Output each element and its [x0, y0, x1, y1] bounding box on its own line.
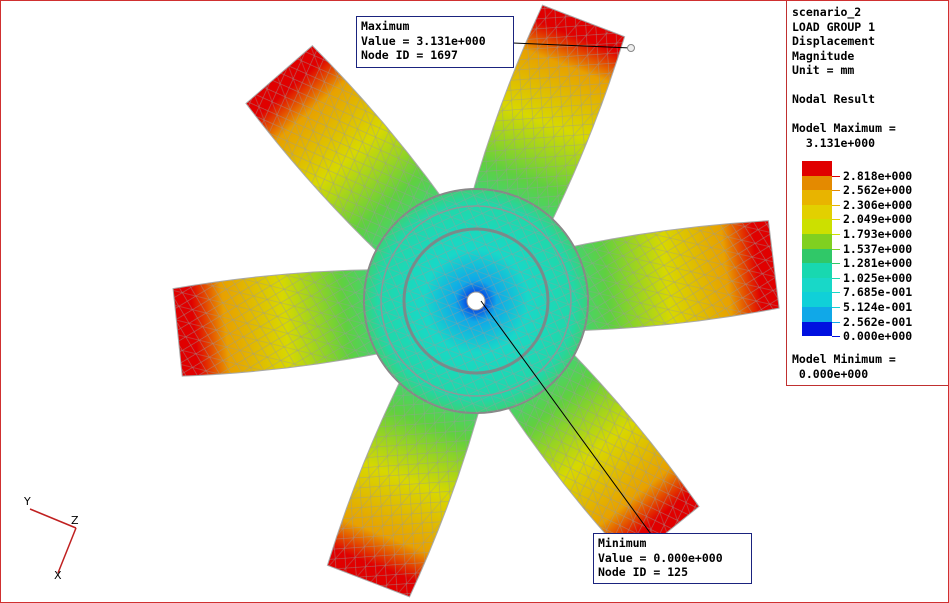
legend-line: scenario_2: [792, 5, 862, 19]
minimum-title: Minimum: [598, 536, 647, 550]
scale-label: 2.562e-001: [843, 314, 913, 329]
legend-line: Displacement: [792, 34, 876, 48]
color-band: [802, 190, 832, 205]
maximum-callout: Maximum Value = 3.131e+000 Node ID = 169…: [356, 16, 514, 68]
scale-tick: [832, 219, 840, 221]
model-minimum-value: 0.000e+000: [792, 367, 869, 381]
axis-x-label: X: [54, 569, 62, 582]
color-band: [802, 175, 832, 191]
scale-label: 1.025e+000: [843, 270, 913, 285]
color-band: [802, 219, 832, 234]
scale-tick: [832, 190, 840, 192]
minimum-callout: Minimum Value = 0.000e+000 Node ID = 125: [593, 533, 752, 584]
legend-line: [792, 78, 948, 93]
scale-label: 2.818e+000: [843, 168, 913, 183]
max-node-marker: [627, 44, 635, 52]
minimum-node-id: Node ID = 125: [598, 565, 689, 579]
maximum-node-id: Node ID = 1697: [361, 48, 458, 62]
color-band: [802, 292, 832, 307]
scale-tick: [832, 321, 840, 323]
scale-label: 2.306e+000: [843, 197, 913, 212]
scale-tick: [832, 204, 840, 206]
scale-tick: [832, 292, 840, 294]
color-band: [802, 248, 832, 264]
color-band: [802, 263, 832, 278]
max-leader-line: [512, 42, 632, 49]
scale-label: 2.562e+000: [843, 183, 913, 198]
legend-line: LOAD GROUP 1: [792, 19, 876, 34]
scale-label: 1.281e+000: [843, 256, 913, 271]
axis-y-label: Y: [24, 495, 31, 508]
scale-tick: [832, 336, 840, 338]
scale-tick: [832, 277, 840, 279]
color-band: [802, 204, 832, 220]
hub-ring: [402, 227, 550, 375]
maximum-value: Value = 3.131e+000: [361, 33, 486, 48]
legend-line: Unit = mm: [792, 63, 855, 77]
min-leader-line: [480, 300, 657, 542]
minimum-value: Value = 0.000e+000: [598, 550, 723, 565]
legend-line: Model Maximum =: [792, 121, 896, 135]
model-minimum-title: Model Minimum =: [792, 352, 896, 366]
scale-tick: [832, 234, 840, 235]
scale-tick: [832, 175, 840, 177]
scale-label: 1.793e+000: [843, 227, 913, 241]
center-hole: [466, 291, 486, 311]
maximum-title: Maximum: [361, 19, 410, 33]
scale-label: 7.685e-001: [843, 285, 913, 300]
color-scale-bar: [802, 161, 832, 337]
fan-blade: [530, 220, 780, 332]
scale-tick: [832, 307, 840, 308]
scale-tick: [832, 263, 840, 265]
color-band: [802, 321, 832, 337]
fan-blade: [172, 268, 421, 377]
scale-label: 5.124e-001: [843, 300, 913, 314]
scale-tick: [832, 248, 840, 250]
axis-z-label: Z: [71, 514, 79, 527]
color-band: [802, 306, 832, 322]
hub-ring-outer: [380, 205, 572, 397]
legend-line: [792, 107, 948, 122]
scale-label: 0.000e+000: [843, 329, 913, 344]
color-band: [802, 161, 832, 176]
axis-triad: [29, 508, 77, 574]
color-band: [802, 233, 832, 249]
color-band: [802, 277, 832, 293]
result-legend: scenario_2 LOAD GROUP 1 Displacement Magnit…: [786, 1, 948, 386]
legend-line: Magnitude: [792, 48, 855, 63]
scale-label: 1.537e+000: [843, 241, 913, 256]
legend-line: 3.131e+000: [792, 135, 876, 150]
scale-label: 2.049e+000: [843, 212, 913, 227]
legend-line: Nodal Result: [792, 92, 876, 106]
